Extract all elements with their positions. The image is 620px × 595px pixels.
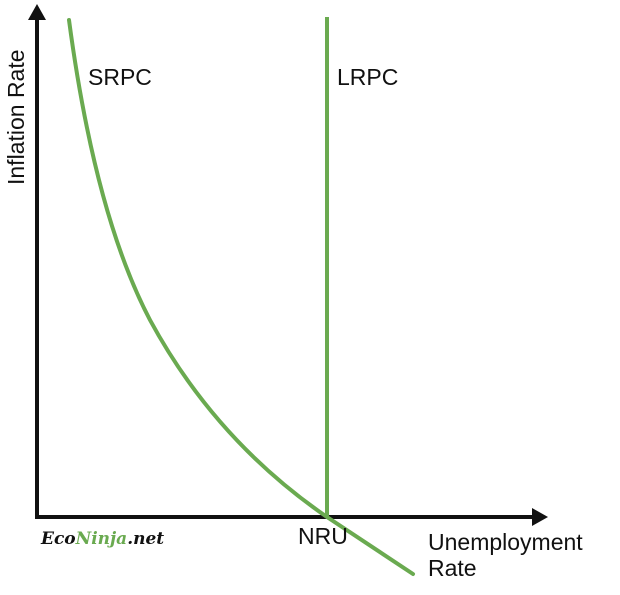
nru-label: NRU: [298, 523, 348, 549]
logo-part-eco: Eco: [40, 529, 76, 549]
logo-part-net: .net: [127, 529, 164, 549]
x-axis-label-line2: Rate: [428, 555, 477, 581]
srpc-label: SRPC: [88, 64, 152, 90]
logo-part-ninja: Ninja: [75, 529, 128, 549]
srpc-curve: [67, 18, 415, 576]
y-axis-arrowhead: [28, 4, 46, 20]
lrpc-label: LRPC: [337, 64, 398, 90]
econinja-logo: EcoNinja.net: [40, 529, 164, 549]
x-axis-label-line1: Unemployment: [428, 529, 583, 555]
x-axis-arrowhead: [532, 508, 548, 526]
y-axis-label: Inflation Rate: [3, 49, 29, 185]
